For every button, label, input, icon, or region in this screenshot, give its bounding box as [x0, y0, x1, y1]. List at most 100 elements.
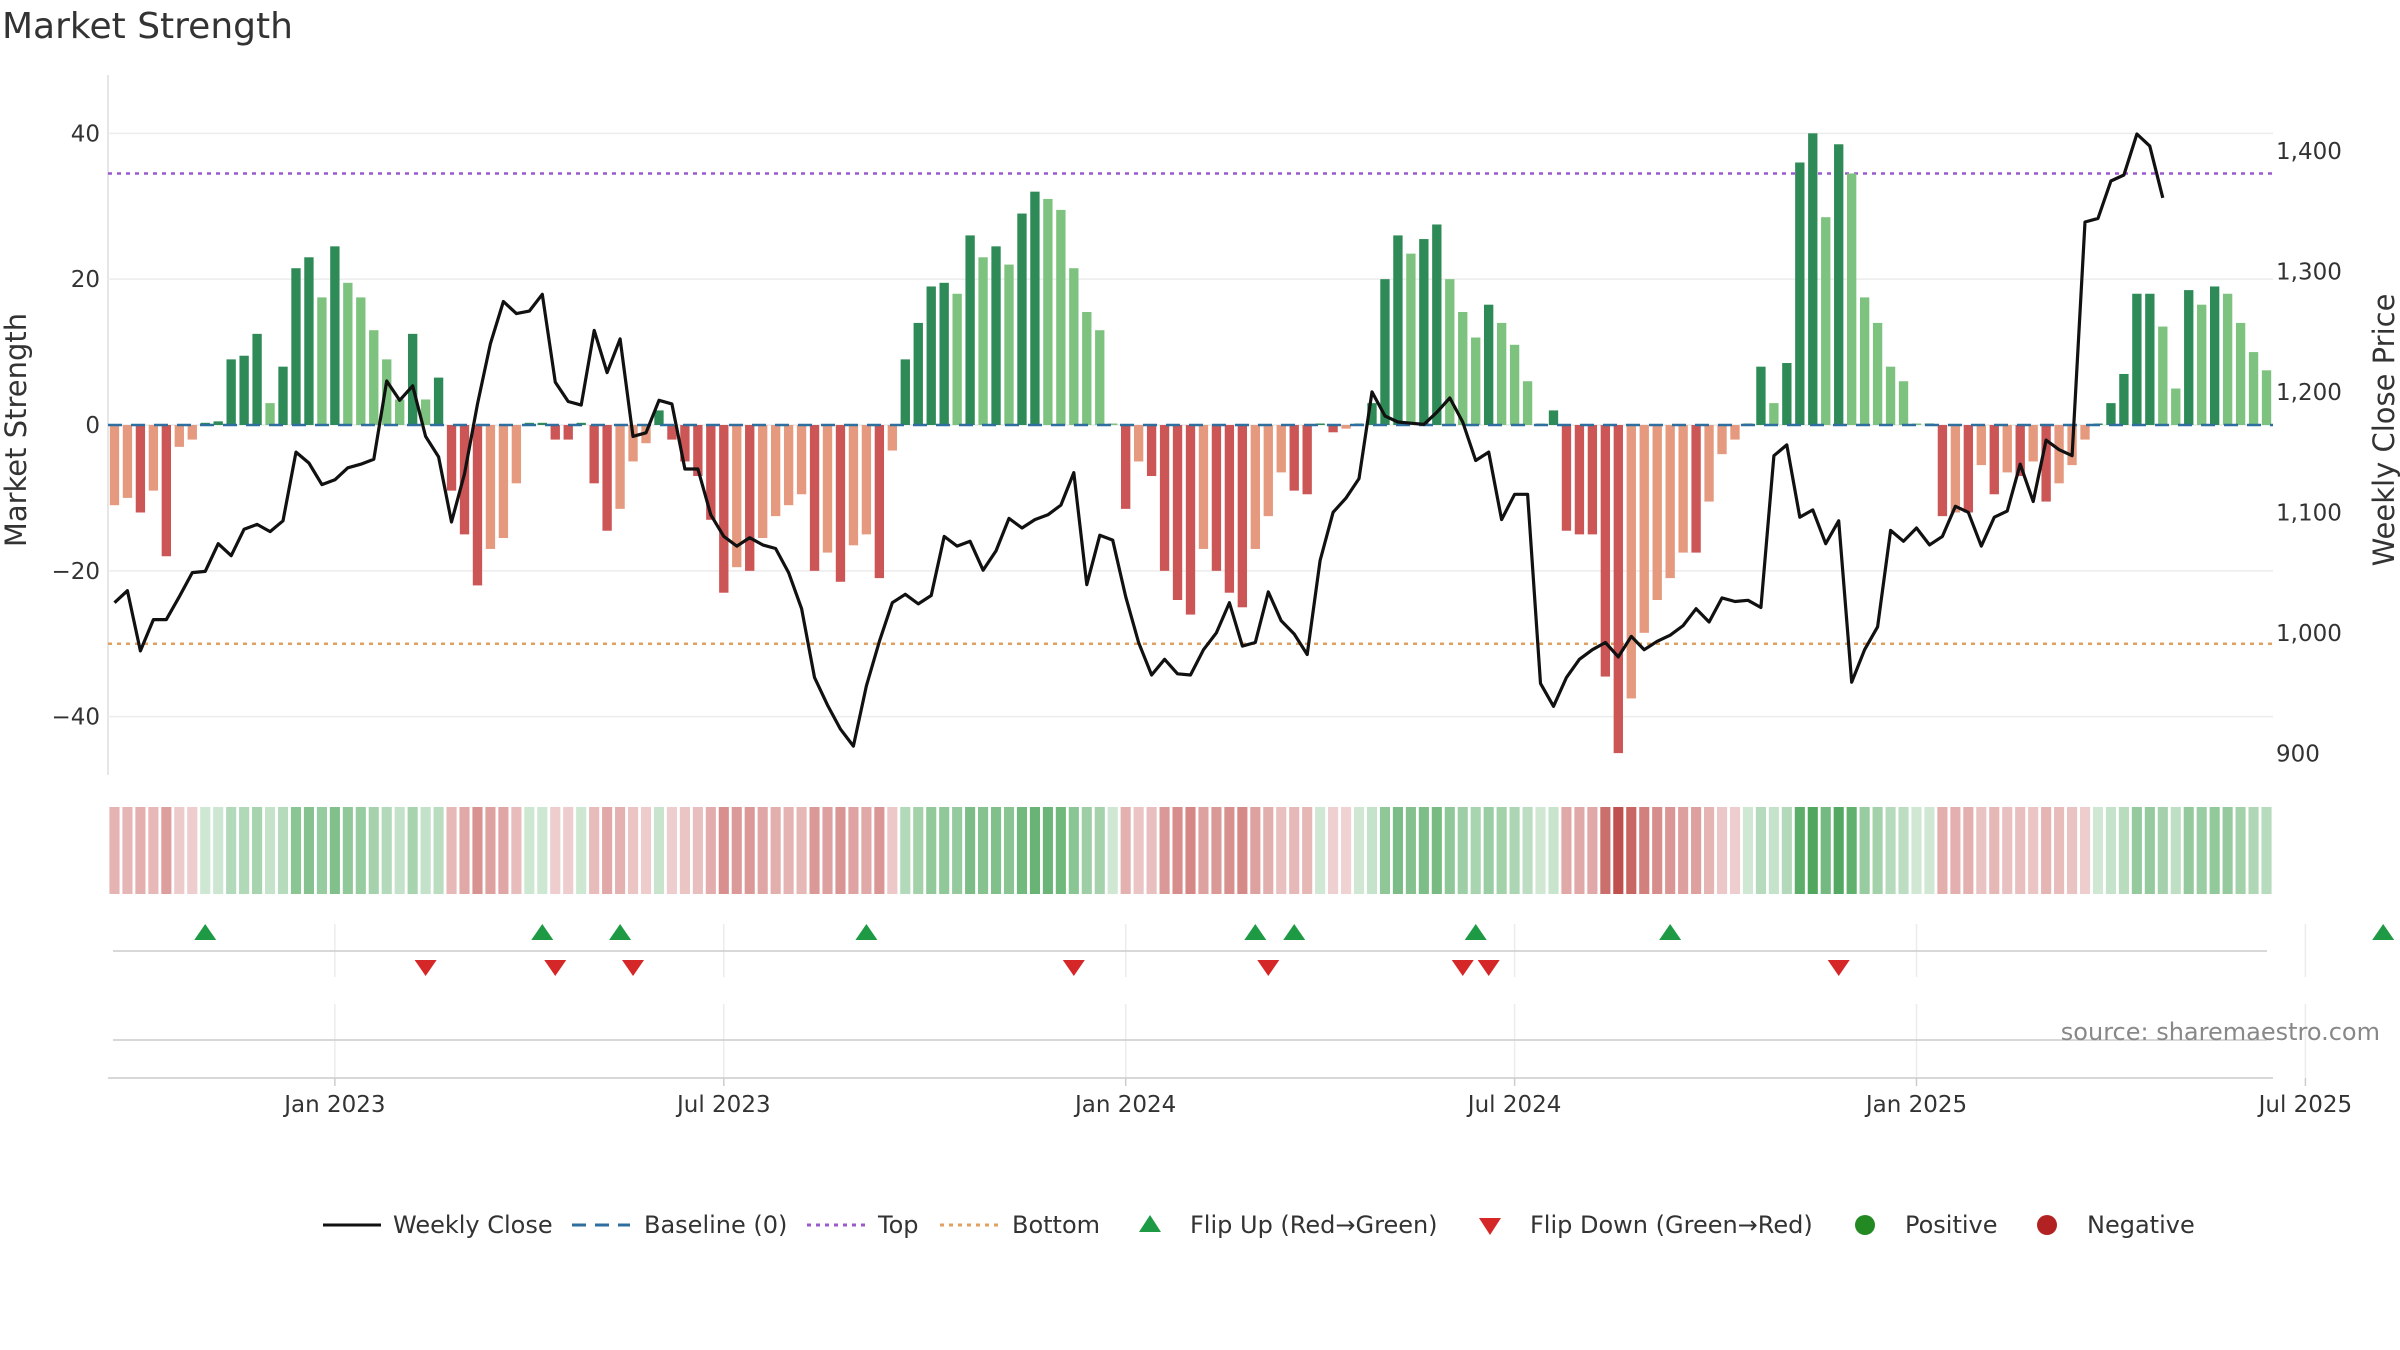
flip-down-marker	[1477, 960, 1500, 976]
positive-bar	[654, 410, 664, 425]
positive-bar	[1069, 268, 1079, 425]
heat-cell	[1211, 807, 1222, 894]
positive-bar	[1782, 363, 1792, 425]
negative-bar	[135, 425, 146, 513]
right-tick-label: 1,200	[2276, 380, 2342, 406]
heat-cell	[2235, 807, 2246, 894]
negative-bar	[1665, 425, 1675, 579]
negative-bar	[2080, 425, 2090, 440]
positive-bar	[369, 330, 379, 425]
heat-cell	[2144, 807, 2155, 894]
heat-cell	[1055, 807, 1066, 894]
heat-cell	[1029, 807, 1040, 894]
heat-cell	[368, 807, 379, 894]
negative-bar	[161, 425, 172, 557]
positive-bar	[1795, 162, 1805, 425]
heat-cell	[2079, 807, 2091, 894]
negative-bar	[1704, 425, 1714, 502]
positive-bar	[1496, 322, 1507, 425]
heat-cell	[1483, 807, 1494, 894]
heat-cell	[2261, 807, 2272, 894]
heat-cell	[420, 807, 431, 894]
heat-cell	[1924, 807, 1935, 894]
negative-bar	[1587, 425, 1598, 535]
positive-bar	[213, 421, 223, 425]
heat-cell	[2092, 807, 2104, 894]
negative-bar	[563, 425, 573, 440]
heat-cell	[446, 807, 457, 894]
legend-label: Flip Up (Red→Green)	[1190, 1211, 1438, 1239]
negative-bar	[187, 425, 197, 440]
heat-cell	[1600, 807, 1611, 894]
negative-bar	[822, 425, 833, 553]
heat-cell	[2002, 807, 2013, 894]
positive-bar	[1082, 311, 1092, 425]
positive-bar	[2184, 290, 2194, 425]
positive-bar	[239, 355, 249, 425]
heat-cell	[264, 807, 276, 894]
flip-up-marker	[609, 924, 632, 940]
negative-bar	[1639, 425, 1649, 633]
heat-cell	[589, 807, 600, 894]
heat-cell	[148, 807, 159, 894]
heat-cell	[524, 807, 535, 894]
heat-cell	[2054, 807, 2065, 894]
right-tick-label: 1,300	[2276, 259, 2342, 285]
heat-cell	[1237, 807, 1248, 894]
positive-bar	[1380, 279, 1390, 425]
heat-cell	[1652, 807, 1663, 894]
negative-bar	[148, 425, 159, 491]
negative-bar	[758, 425, 768, 539]
positive-bar	[978, 257, 988, 425]
right-tick-label: 1,000	[2276, 621, 2342, 647]
negative-bar	[693, 425, 703, 477]
heat-cell	[1561, 807, 1572, 894]
positive-bar	[1030, 191, 1040, 425]
heat-cell	[822, 807, 833, 894]
heat-cell	[1315, 807, 1326, 894]
heat-cell	[1016, 807, 1028, 894]
positive-bar	[1315, 423, 1325, 425]
x-tick-label: Jan 2023	[282, 1092, 385, 1118]
heat-cell	[1794, 807, 1805, 894]
heat-cell	[563, 807, 574, 894]
flip-down-marker	[1257, 960, 1280, 976]
heat-cell	[1198, 807, 1209, 894]
heat-cell	[887, 807, 898, 894]
heat-cell	[1042, 807, 1053, 894]
heat-cell	[537, 807, 548, 894]
right-axis-title: Weekly Close Price	[2367, 294, 2400, 567]
positive-bar	[1522, 381, 1533, 425]
positive-bar	[1885, 366, 1896, 425]
heat-cell	[1081, 807, 1092, 894]
flip-up-marker	[1244, 924, 1267, 940]
heat-cell	[2118, 807, 2129, 894]
heat-cell	[1341, 807, 1352, 894]
negative-bar	[835, 425, 846, 582]
heat-cell	[1781, 807, 1792, 894]
negative-bar	[680, 425, 690, 462]
positive-bar	[382, 359, 392, 425]
heat-cell	[1003, 807, 1015, 894]
heat-cell	[861, 807, 872, 894]
heat-cell	[135, 807, 146, 894]
x-tick-label: Jul 2024	[1466, 1092, 1562, 1118]
right-tick-label: 1,400	[2276, 139, 2342, 165]
negative-bar	[848, 425, 859, 546]
heat-cell	[459, 807, 470, 894]
x-tick-label: Jan 2025	[1864, 1092, 1967, 1118]
heat-cell	[1431, 807, 1442, 894]
negative-bar	[809, 425, 820, 571]
heat-cell	[1872, 807, 1883, 894]
negative-bar	[472, 425, 483, 586]
heat-cell	[2067, 807, 2078, 894]
heat-cell	[355, 807, 366, 894]
heat-cell	[978, 807, 989, 894]
heat-cell	[290, 807, 302, 894]
negative-bar	[550, 425, 560, 440]
positive-bar	[2132, 293, 2142, 425]
heat-cell	[744, 807, 755, 894]
negative-bar	[615, 425, 625, 509]
positive-bar	[291, 268, 301, 425]
left-axis-ticks: −40 −20 0 20 40	[51, 121, 100, 730]
